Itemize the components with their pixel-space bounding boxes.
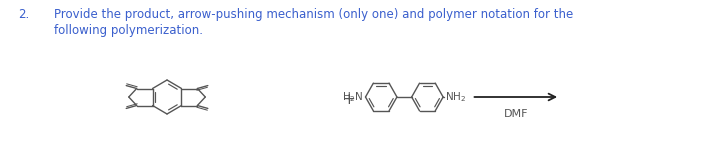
Text: +: + <box>342 93 355 108</box>
Text: H$_2$N: H$_2$N <box>342 90 364 104</box>
Text: DMF: DMF <box>503 109 528 119</box>
Text: 2.: 2. <box>18 8 29 21</box>
Text: Provide the product, arrow-pushing mechanism (only one) and polymer notation for: Provide the product, arrow-pushing mecha… <box>54 8 574 21</box>
Text: NH$_2$: NH$_2$ <box>445 90 467 104</box>
Text: following polymerization.: following polymerization. <box>54 24 203 37</box>
